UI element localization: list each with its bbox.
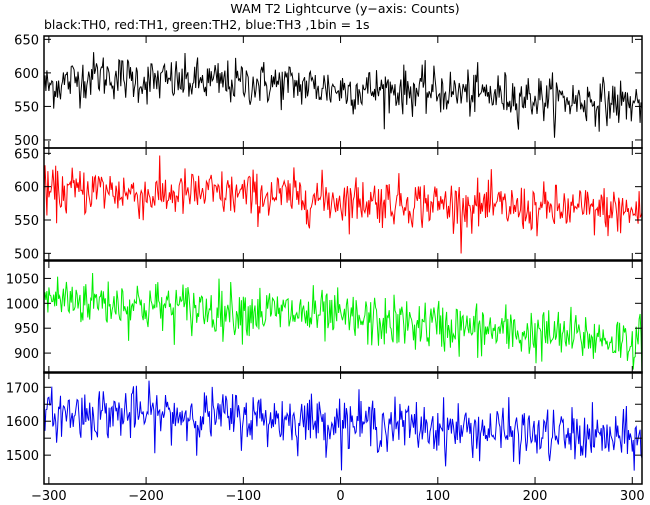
y-tick-label: 550 [14,214,39,229]
plot-area: 5005506006505005506006509009501000105015… [6,33,645,504]
y-tick-label: 1500 [6,449,39,464]
y-tick-label: 600 [14,67,39,82]
chart-subtitle: black:TH0, red:TH1, green:TH2, blue:TH3 … [44,17,370,32]
y-tick-label: 900 [14,347,39,362]
x-tick-label: −200 [128,489,164,504]
panel-th3: 1500 1600 1700 [6,371,643,485]
x-tick-label: −100 [225,489,261,504]
series-line-th2 [44,272,642,373]
chart-title: WAM T2 Lightcurve (y−axis: Counts) [230,1,459,16]
panel-frame [43,147,643,261]
y-tick-label: 1000 [6,297,39,312]
x-tick-label: 0 [336,489,344,504]
x-tick-label: 300 [620,489,645,504]
y-tick-label: 600 [14,181,39,196]
panel-th1: 500 550 600 650 [14,147,643,262]
y-tick-label: 950 [14,322,39,337]
series-line-th1 [44,155,642,254]
y-tick-label: 650 [14,147,39,162]
series-line-th3 [44,380,642,471]
y-tick-label: 1050 [6,272,39,287]
panel-frame [43,371,643,485]
panel-th0: 500 550 600 650 [14,33,643,149]
y-tick-label: 1700 [6,381,39,396]
y-tick-label: 500 [14,247,39,262]
x-tick-label: 200 [523,489,548,504]
panel-frame [43,260,643,374]
y-tick-label: 500 [14,134,39,149]
y-tick-label: 650 [14,33,39,48]
series-line-th0 [44,52,642,138]
y-tick-label: 550 [14,100,39,115]
x-tick-label: −300 [31,489,67,504]
y-tick-label: 1600 [6,415,39,430]
panel-th2: 900 950 1000 1050 [6,260,643,374]
x-tick-label: 100 [425,489,450,504]
